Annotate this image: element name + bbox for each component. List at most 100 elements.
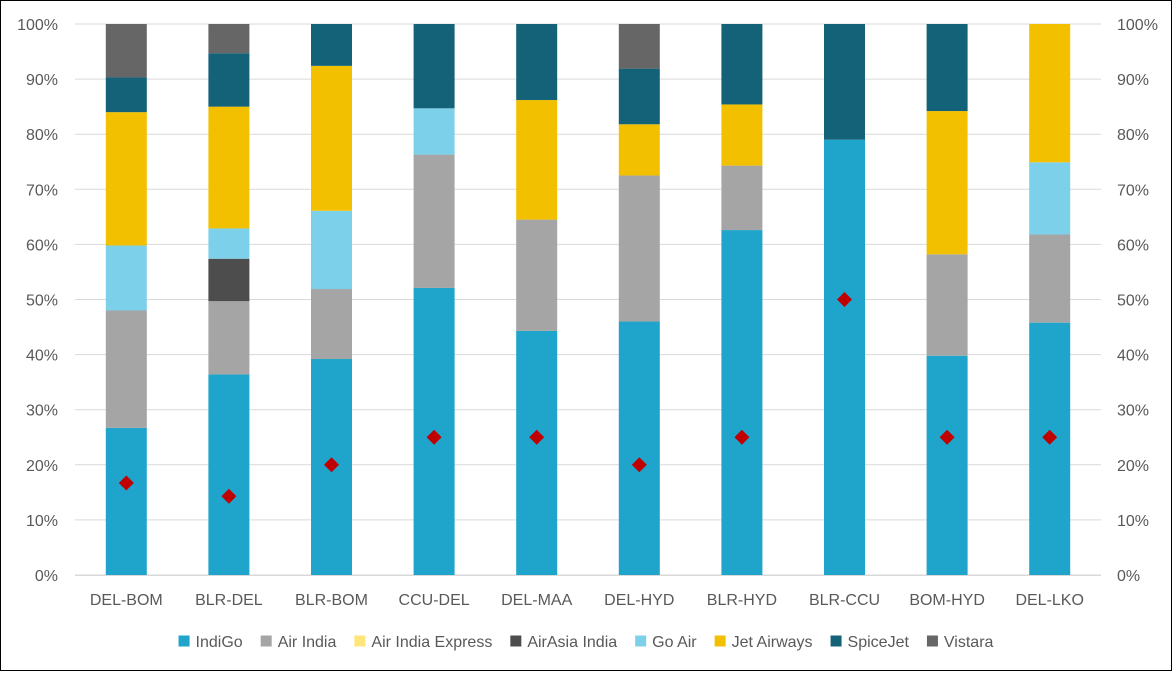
x-tick-label: BOM-HYD bbox=[909, 592, 985, 609]
bar-segment-go-air bbox=[1029, 162, 1071, 235]
x-tick-label: BLR-BOM bbox=[295, 592, 368, 609]
bar-segment-indigo bbox=[105, 427, 147, 575]
bar-segment-go-air bbox=[413, 108, 455, 155]
x-tick-label: DEL-HYD bbox=[604, 592, 674, 609]
bar-segment-air-india bbox=[208, 301, 250, 375]
x-tick-label: DEL-BOM bbox=[90, 592, 163, 609]
bar-segment-jet-airways bbox=[618, 124, 660, 176]
bar-segment-indigo bbox=[926, 355, 968, 575]
bar-segment-indigo bbox=[1029, 322, 1071, 575]
bar-segment-spicejet bbox=[618, 68, 660, 125]
bar-segment-go-air bbox=[105, 245, 147, 311]
secondary-y-tick-label: 70% bbox=[1117, 182, 1149, 199]
legend-label-air-india: Air India bbox=[278, 634, 337, 651]
bar-segment-jet-airways bbox=[311, 65, 352, 211]
bar-segment-indigo bbox=[824, 139, 865, 575]
bar-segment-air-india bbox=[1029, 234, 1071, 323]
x-tick-label: DEL-MAA bbox=[501, 592, 572, 609]
bar-segment-jet-airways bbox=[1029, 24, 1071, 163]
secondary-y-tick-label: 20% bbox=[1117, 458, 1149, 475]
bar-segment-air-india bbox=[105, 310, 147, 428]
y-tick-label: 80% bbox=[26, 127, 58, 144]
legend-label-airasia-india: AirAsia India bbox=[527, 634, 617, 651]
secondary-y-tick-label: 50% bbox=[1117, 293, 1149, 310]
bar-segment-vistara bbox=[618, 24, 660, 69]
bar-segment-jet-airways bbox=[105, 112, 147, 246]
legend-label-vistara: Vistara bbox=[944, 634, 994, 651]
bar-segment-air-india bbox=[926, 254, 968, 356]
secondary-y-tick-label: 90% bbox=[1117, 72, 1149, 89]
bar-segment-spicejet bbox=[926, 24, 968, 112]
bar-segment-air-india bbox=[516, 219, 558, 331]
y-tick-label: 20% bbox=[26, 458, 58, 475]
y-tick-label: 100% bbox=[17, 17, 58, 34]
x-tick-label: BLR-HYD bbox=[707, 592, 777, 609]
legend-label-indigo: IndiGo bbox=[196, 634, 243, 651]
y-tick-label: 10% bbox=[26, 513, 58, 530]
marker-diamond bbox=[939, 429, 955, 445]
marker-diamond bbox=[426, 429, 442, 445]
legend-label-air-india-express: Air India Express bbox=[371, 634, 492, 651]
marker-diamond bbox=[118, 475, 134, 491]
bar-segment-indigo bbox=[208, 374, 250, 575]
x-tick-label: DEL-LKO bbox=[1015, 592, 1083, 609]
secondary-y-tick-label: 60% bbox=[1117, 237, 1149, 254]
secondary-y-tick-label: 80% bbox=[1117, 127, 1149, 144]
legend-swatch-indigo bbox=[178, 635, 190, 647]
secondary-y-tick-label: 100% bbox=[1117, 17, 1158, 34]
bar-segment-jet-airways bbox=[721, 104, 763, 166]
marker-diamond bbox=[837, 292, 852, 307]
y-tick-label: 50% bbox=[26, 293, 58, 310]
legend-swatch-spicejet bbox=[830, 635, 842, 647]
marker-diamond bbox=[529, 429, 545, 445]
bar-segment-go-air bbox=[208, 228, 250, 259]
marker-diamond bbox=[734, 429, 750, 445]
bar-segment-air-india bbox=[618, 175, 660, 322]
secondary-y-tick-label: 10% bbox=[1117, 513, 1149, 530]
legend-swatch-air-india bbox=[260, 635, 272, 647]
marker-diamond bbox=[1042, 429, 1058, 445]
bar-segment-spicejet bbox=[721, 24, 763, 105]
secondary-y-tick-label: 30% bbox=[1117, 403, 1149, 420]
bar-segment-vistara bbox=[208, 24, 250, 54]
bar-segment-jet-airways bbox=[926, 111, 968, 255]
x-tick-label: BLR-CCU bbox=[809, 592, 880, 609]
legend-swatch-go-air bbox=[635, 635, 647, 647]
bar-segment-spicejet bbox=[413, 24, 455, 109]
marker-diamond bbox=[631, 457, 647, 473]
bar-segment-spicejet bbox=[824, 24, 865, 140]
bar-segment-go-air bbox=[311, 210, 352, 290]
x-tick-label: CCU-DEL bbox=[399, 592, 470, 609]
bar-segment-indigo bbox=[618, 321, 660, 575]
legend-swatch-vistara bbox=[926, 635, 938, 647]
bar-segment-air-india bbox=[311, 289, 352, 360]
bar-segment-airasia-india bbox=[208, 258, 250, 302]
bar-segment-jet-airways bbox=[516, 100, 558, 220]
bar-segment-spicejet bbox=[208, 53, 250, 107]
bar-segment-vistara bbox=[105, 24, 147, 78]
legend-swatch-airasia-india bbox=[510, 635, 522, 647]
y-tick-label: 60% bbox=[26, 237, 58, 254]
bar-segment-jet-airways bbox=[208, 106, 250, 229]
bar-segment-spicejet bbox=[516, 24, 558, 101]
y-tick-label: 70% bbox=[26, 182, 58, 199]
legend-label-go-air: Go Air bbox=[652, 634, 697, 651]
bar-segment-air-india bbox=[413, 154, 455, 288]
bar-segment-spicejet bbox=[105, 77, 147, 113]
y-tick-label: 0% bbox=[35, 568, 58, 585]
legend-swatch-jet-airways bbox=[714, 635, 726, 647]
y-tick-label: 90% bbox=[26, 72, 58, 89]
legend-swatch-air-india-express bbox=[354, 635, 366, 647]
y-tick-label: 30% bbox=[26, 403, 58, 420]
legend-label-jet-airways: Jet Airways bbox=[732, 634, 813, 651]
bar-segment-air-india bbox=[721, 165, 763, 231]
legend-label-spicejet: SpiceJet bbox=[848, 634, 910, 651]
secondary-y-tick-label: 0% bbox=[1117, 568, 1140, 585]
bar-segment-indigo bbox=[516, 330, 558, 575]
marker-diamond bbox=[324, 457, 339, 473]
x-tick-label: BLR-DEL bbox=[195, 592, 263, 609]
secondary-y-tick-label: 40% bbox=[1117, 348, 1149, 365]
marker-diamond bbox=[221, 488, 237, 504]
